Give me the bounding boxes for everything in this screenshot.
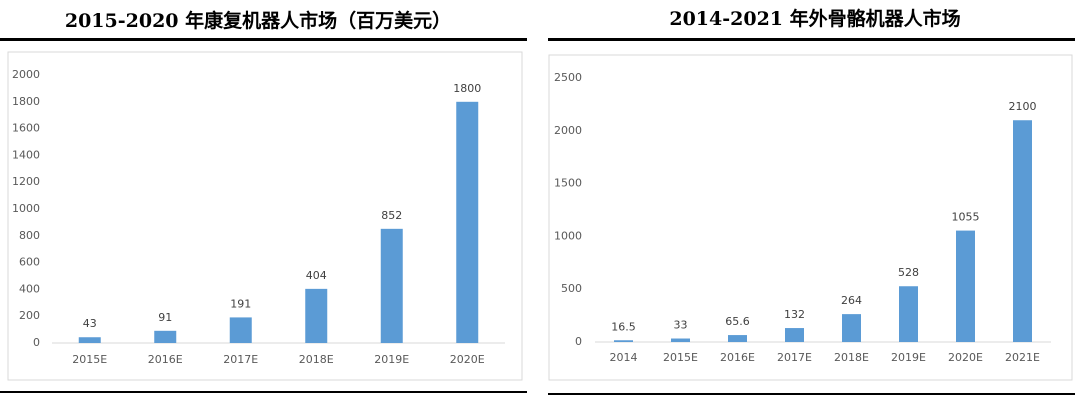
bar xyxy=(1013,120,1032,343)
y-tick-label: 1600 xyxy=(12,122,40,135)
bar xyxy=(785,328,804,342)
bar xyxy=(842,314,861,342)
data-label: 528 xyxy=(898,266,919,279)
data-label: 852 xyxy=(381,209,402,222)
data-label: 132 xyxy=(784,308,805,321)
title-rule xyxy=(548,38,1075,41)
chart-frame xyxy=(7,51,523,381)
y-tick-label: 1800 xyxy=(12,95,40,108)
x-tick-label: 2021E xyxy=(1005,351,1040,364)
x-tick-label: 2017E xyxy=(223,353,258,366)
y-tick-label: 400 xyxy=(19,282,40,295)
x-tick-label: 2017E xyxy=(777,351,812,364)
y-tick-label: 2000 xyxy=(554,124,582,137)
y-tick-label: 500 xyxy=(561,282,582,295)
y-tick-label: 1000 xyxy=(12,202,40,215)
y-tick-label: 1400 xyxy=(12,148,40,161)
chart-title: 2014-2021 年外骨骼机器人市场 xyxy=(669,7,960,30)
y-tick-label: 1200 xyxy=(12,175,40,188)
y-tick-label: 0 xyxy=(33,336,40,349)
data-label: 2100 xyxy=(1009,100,1037,113)
data-label: 1800 xyxy=(453,82,481,95)
y-tick-label: 0 xyxy=(575,335,582,348)
bar xyxy=(154,330,177,343)
x-tick-label: 2019E xyxy=(374,353,409,366)
bar xyxy=(614,340,633,342)
x-tick-label: 2016E xyxy=(148,353,183,366)
x-tick-label: 2015E xyxy=(663,351,698,364)
bar xyxy=(305,288,328,343)
bar xyxy=(728,335,747,342)
bar xyxy=(899,286,918,342)
y-tick-label: 1000 xyxy=(554,229,582,242)
x-tick-label: 2015E xyxy=(72,353,107,366)
bar xyxy=(380,228,403,343)
bar xyxy=(956,230,975,342)
y-tick-label: 1500 xyxy=(554,177,582,190)
y-tick-label: 800 xyxy=(19,229,40,242)
chart-title: 2015-2020 年康复机器人市场（百万美元） xyxy=(65,9,451,32)
x-tick-label: 2018E xyxy=(834,351,869,364)
x-tick-label: 2014 xyxy=(610,351,638,364)
y-tick-label: 2000 xyxy=(12,68,40,81)
y-tick-label: 200 xyxy=(19,309,40,322)
data-label: 1055 xyxy=(952,211,980,224)
bottom-rule xyxy=(0,391,527,393)
chart-frame xyxy=(548,54,1073,381)
bar xyxy=(229,317,252,343)
data-label: 16.5 xyxy=(611,320,636,333)
data-label: 33 xyxy=(674,319,688,332)
data-label: 43 xyxy=(83,317,97,330)
data-label: 404 xyxy=(306,269,327,282)
x-tick-label: 2019E xyxy=(891,351,926,364)
data-label: 91 xyxy=(158,311,172,324)
x-tick-label: 2020E xyxy=(948,351,983,364)
bottom-rule xyxy=(548,393,1075,395)
data-label: 264 xyxy=(841,294,862,307)
data-label: 191 xyxy=(230,297,251,310)
x-tick-label: 2020E xyxy=(450,353,485,366)
bar xyxy=(456,101,479,343)
bar xyxy=(78,337,101,343)
title-rule xyxy=(0,38,527,41)
x-tick-label: 2016E xyxy=(720,351,755,364)
data-label: 65.6 xyxy=(725,315,750,328)
y-tick-label: 2500 xyxy=(554,71,582,84)
y-tick-label: 600 xyxy=(19,256,40,269)
bar xyxy=(671,338,690,342)
x-tick-label: 2018E xyxy=(299,353,334,366)
